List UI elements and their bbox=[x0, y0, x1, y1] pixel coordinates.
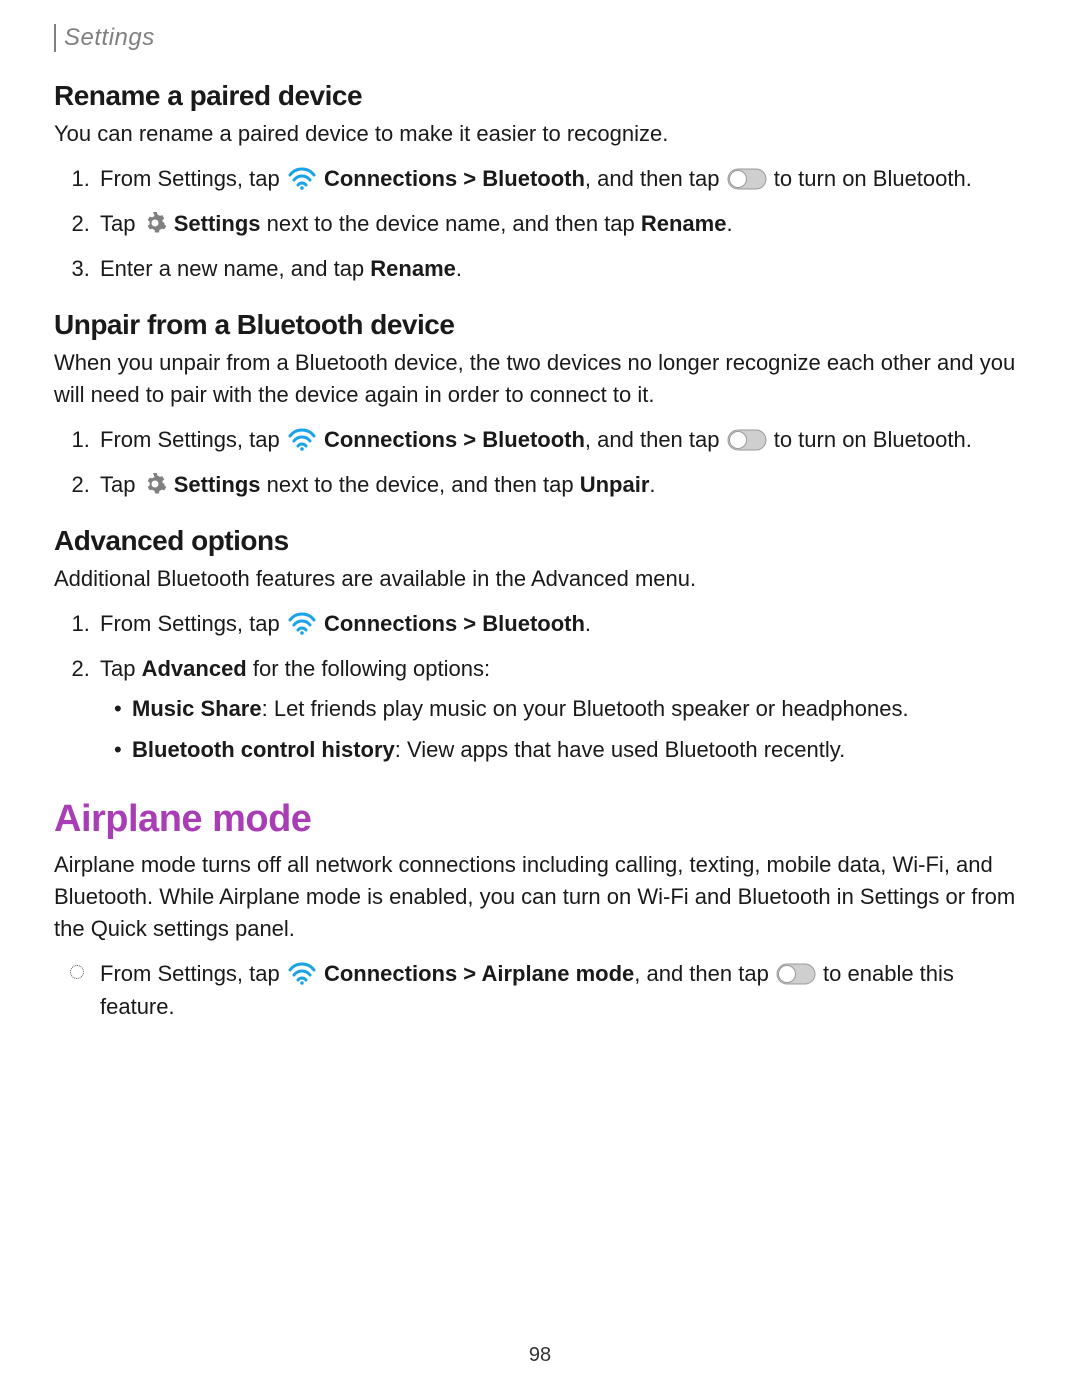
advanced-bullet-music-share: Music Share: Let friends play music on y… bbox=[132, 693, 1026, 725]
advanced-bullet-control-history: Bluetooth control history: View apps tha… bbox=[132, 734, 1026, 766]
document-page: Settings Rename a paired device You can … bbox=[0, 0, 1080, 1397]
unpair-step-2: Tap Settings next to the device, and the… bbox=[96, 468, 1026, 501]
wifi-icon bbox=[287, 166, 317, 190]
advanced-bullets: Music Share: Let friends play music on y… bbox=[100, 693, 1026, 767]
airplane-steps: From Settings, tap Connections > Airplan… bbox=[54, 957, 1026, 1023]
section-title-advanced: Advanced options bbox=[54, 525, 1026, 557]
page-number: 98 bbox=[0, 1344, 1080, 1367]
section-title-airplane: Airplane mode bbox=[54, 798, 1026, 841]
unpair-steps: From Settings, tap Connections > Bluetoo… bbox=[54, 423, 1026, 501]
advanced-step-1: From Settings, tap Connections > Bluetoo… bbox=[96, 607, 1026, 640]
section-title-unpair: Unpair from a Bluetooth device bbox=[54, 309, 1026, 341]
section-title-rename: Rename a paired device bbox=[54, 80, 1026, 112]
rename-step-1: From Settings, tap Connections > Bluetoo… bbox=[96, 162, 1026, 195]
rename-steps: From Settings, tap Connections > Bluetoo… bbox=[54, 162, 1026, 285]
toggle-icon bbox=[727, 429, 767, 451]
gear-icon bbox=[143, 211, 167, 235]
section-intro-airplane: Airplane mode turns off all network conn… bbox=[54, 849, 1026, 945]
section-intro-unpair: When you unpair from a Bluetooth device,… bbox=[54, 347, 1026, 411]
unpair-step-1: From Settings, tap Connections > Bluetoo… bbox=[96, 423, 1026, 456]
page-header: Settings bbox=[54, 24, 1026, 52]
toggle-icon bbox=[727, 168, 767, 190]
rename-step-3: Enter a new name, and tap Rename. bbox=[96, 252, 1026, 285]
wifi-icon bbox=[287, 427, 317, 451]
airplane-step-1: From Settings, tap Connections > Airplan… bbox=[96, 957, 1026, 1023]
section-intro-rename: You can rename a paired device to make i… bbox=[54, 118, 1026, 150]
rename-step-2: Tap Settings next to the device name, an… bbox=[96, 207, 1026, 240]
gear-icon bbox=[143, 472, 167, 496]
wifi-icon bbox=[287, 961, 317, 985]
advanced-steps: From Settings, tap Connections > Bluetoo… bbox=[54, 607, 1026, 767]
advanced-step-2: Tap Advanced for the following options: … bbox=[96, 652, 1026, 767]
toggle-icon bbox=[776, 963, 816, 985]
wifi-icon bbox=[287, 611, 317, 635]
section-intro-advanced: Additional Bluetooth features are availa… bbox=[54, 563, 1026, 595]
